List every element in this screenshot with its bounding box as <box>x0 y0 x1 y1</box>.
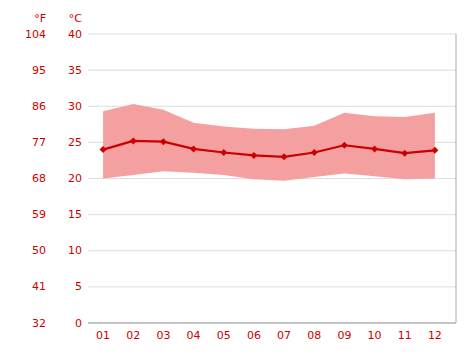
y-tick-label: 30 <box>68 100 82 113</box>
x-tick-label: 02 <box>126 329 140 342</box>
y2-tick-label: 68 <box>32 172 46 185</box>
mean-line <box>103 141 435 157</box>
y2-tick-label: 59 <box>32 208 46 221</box>
grid-line <box>88 34 456 35</box>
right-border <box>456 34 457 323</box>
x-tick-label: 09 <box>337 329 351 342</box>
chart-container: 0102030405060708091011120510152025303540… <box>0 0 474 355</box>
axes: 0102030405060708091011120510152025303540… <box>25 12 456 342</box>
y-tick-label: 20 <box>68 172 82 185</box>
x-tick-label: 10 <box>368 329 382 342</box>
y2-tick-label: 41 <box>32 280 46 293</box>
y-tick-label: 0 <box>75 317 82 330</box>
grid-line <box>88 250 456 251</box>
y-tick-label: 10 <box>68 244 82 257</box>
y-tick-label: 25 <box>68 136 82 149</box>
marker <box>431 147 438 154</box>
marker <box>281 153 288 160</box>
y-tick-label: 15 <box>68 208 82 221</box>
chart-svg: 0102030405060708091011120510152025303540… <box>0 0 474 355</box>
x-tick-label: 11 <box>398 329 412 342</box>
marker <box>160 138 167 145</box>
y2-tick-label: 86 <box>32 100 46 113</box>
y-axis-label: °C <box>69 12 83 25</box>
y2-tick-label: 95 <box>32 64 46 77</box>
y2-tick-label: 104 <box>25 28 46 41</box>
marker <box>371 145 378 152</box>
grid-line <box>88 214 456 215</box>
x-tick-label: 08 <box>307 329 321 342</box>
grid-line <box>88 323 456 324</box>
marker <box>311 149 318 156</box>
y2-axis-label: °F <box>34 12 46 25</box>
y2-tick-label: 77 <box>32 136 46 149</box>
marker <box>220 149 227 156</box>
x-tick-label: 03 <box>156 329 170 342</box>
marker <box>130 137 137 144</box>
y-tick-label: 5 <box>75 280 82 293</box>
grid <box>88 34 456 323</box>
x-tick-label: 07 <box>277 329 291 342</box>
y2-tick-label: 32 <box>32 317 46 330</box>
y-tick-label: 35 <box>68 64 82 77</box>
marker <box>341 142 348 149</box>
x-tick-label: 06 <box>247 329 261 342</box>
y2-tick-label: 50 <box>32 244 46 257</box>
marker <box>190 145 197 152</box>
x-tick-label: 01 <box>96 329 110 342</box>
range-band <box>103 104 435 181</box>
x-axis-line <box>88 323 456 324</box>
x-tick-label: 12 <box>428 329 442 342</box>
y-tick-label: 40 <box>68 28 82 41</box>
grid-line <box>88 286 456 287</box>
grid-line <box>88 70 456 71</box>
marker <box>100 146 107 153</box>
marker <box>250 152 257 159</box>
marker <box>401 150 408 157</box>
plot-area <box>100 104 439 181</box>
x-tick-label: 05 <box>217 329 231 342</box>
x-tick-label: 04 <box>187 329 201 342</box>
